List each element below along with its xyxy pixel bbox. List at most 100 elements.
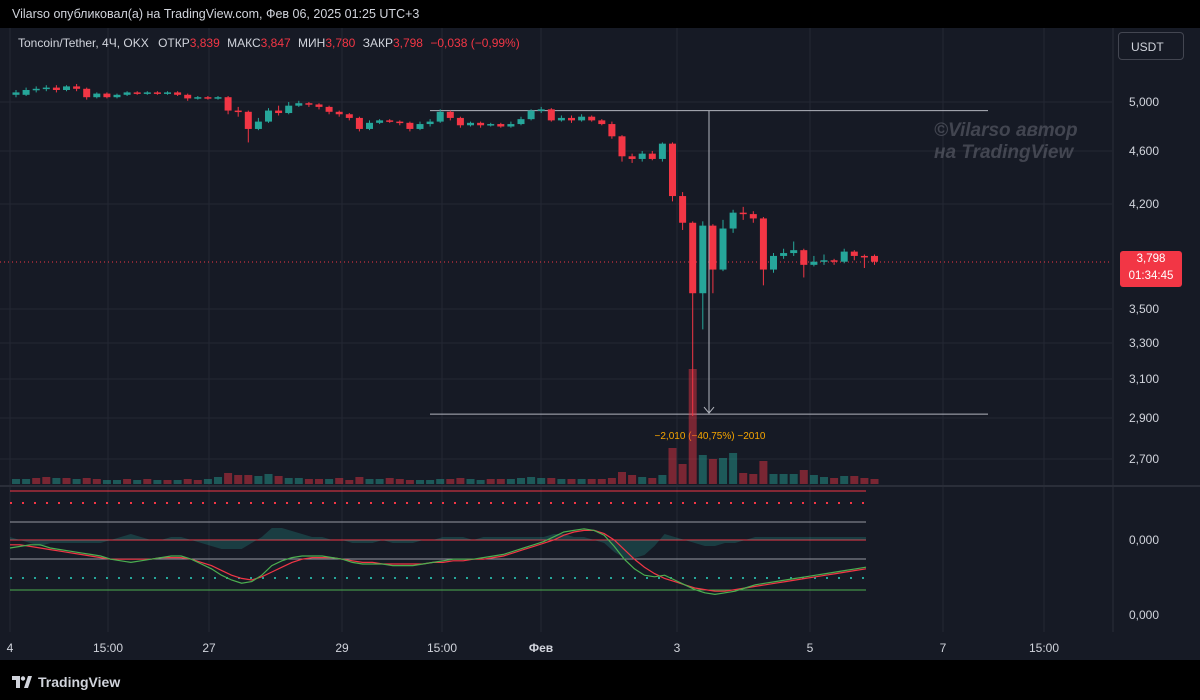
candle-body xyxy=(497,124,505,127)
volume-bar xyxy=(587,479,596,484)
volume-bar xyxy=(102,480,111,484)
chart-area[interactable]: −2,010 (−40,75%) −2010 5,000 4,600 4,200 3,… xyxy=(0,28,1200,660)
brand-name: TradingView xyxy=(38,674,121,690)
candle-body xyxy=(265,110,272,122)
volume-bar xyxy=(183,479,192,484)
candle-body xyxy=(699,225,707,294)
osc-zero-label: 0,000 xyxy=(1129,533,1159,547)
x-tick-label: Фев xyxy=(529,641,553,655)
candle-body xyxy=(73,86,81,89)
volume-bar xyxy=(658,475,667,484)
candle-body xyxy=(446,111,454,118)
price-chart[interactable]: −2,010 (−40,75%) −2010 5,000 4,600 4,200 3,… xyxy=(0,28,1200,660)
candle-body xyxy=(335,111,343,115)
symbol-name: Toncoin/Tether, 4Ч, OKX xyxy=(18,36,149,50)
candle-body xyxy=(557,117,565,121)
candle-body xyxy=(426,121,434,125)
candle-body xyxy=(113,94,121,98)
measure-label: −2,010 (−40,75%) −2010 xyxy=(655,431,766,442)
x-tick-label: 27 xyxy=(202,641,216,655)
volume-bar xyxy=(92,479,101,484)
volume-bar xyxy=(405,480,414,484)
volume-bar xyxy=(22,479,31,484)
volume-bar xyxy=(375,479,384,484)
volume-bar xyxy=(456,478,465,484)
volume-bar xyxy=(264,474,273,484)
volume-bar xyxy=(547,478,556,484)
candle-body xyxy=(537,109,545,111)
volume-bar xyxy=(143,479,152,484)
volume-bar xyxy=(284,478,293,484)
volume-bar xyxy=(52,478,61,484)
y-tick-label: 2,700 xyxy=(1129,452,1159,466)
volume-bar xyxy=(486,479,495,484)
candle-body xyxy=(588,116,596,121)
volume-bar xyxy=(355,477,364,484)
author-watermark: ©Vilarso автор на TradingView xyxy=(934,120,1078,164)
x-tick-label: 7 xyxy=(940,641,947,655)
volume-bar xyxy=(203,479,212,484)
tradingview-icon xyxy=(12,676,32,688)
candle-body xyxy=(860,255,868,258)
volume-bar xyxy=(345,480,354,484)
volume-bar xyxy=(133,480,142,484)
volume-bar xyxy=(476,480,485,484)
volume-bar xyxy=(72,479,81,484)
volume-bar xyxy=(820,477,828,484)
candle-body xyxy=(416,124,424,129)
volume-bar xyxy=(32,478,41,484)
candle-body xyxy=(618,136,626,157)
volume-bar xyxy=(517,478,525,484)
candle-body xyxy=(517,119,525,125)
measure-tool[interactable]: −2,010 (−40,75%) −2010 xyxy=(430,110,988,442)
published-line: Vilarso опубликовал(а) на TradingView.co… xyxy=(0,0,1200,28)
candle-body xyxy=(325,106,333,112)
candle-body xyxy=(669,143,676,197)
candle-body xyxy=(810,261,818,265)
x-tick-label: 15:00 xyxy=(1029,641,1059,655)
volume-bar xyxy=(830,478,839,484)
candle-body xyxy=(800,250,808,265)
x-tick-label: 3 xyxy=(674,641,681,655)
volume-bar xyxy=(244,475,253,484)
candle-body xyxy=(830,260,838,262)
candle-body xyxy=(204,97,212,99)
volume-bar xyxy=(668,448,677,484)
volume-bar xyxy=(537,478,546,484)
watermark-line1: ©Vilarso автор xyxy=(934,120,1078,141)
candle-body xyxy=(103,93,111,98)
candle-body xyxy=(456,117,464,126)
y-tick-label: 3,300 xyxy=(1129,336,1159,350)
currency-button[interactable]: USDT xyxy=(1118,32,1184,60)
volume-bar xyxy=(113,480,121,484)
y-tick-label: 2,900 xyxy=(1129,411,1159,425)
candle-body xyxy=(305,103,313,105)
oscillator-pane xyxy=(9,490,867,596)
volume-bar xyxy=(638,477,647,484)
candle-body xyxy=(214,97,222,99)
candle-body xyxy=(780,253,788,256)
candle-body xyxy=(477,122,485,126)
volume-bar xyxy=(123,479,132,484)
volume-bar xyxy=(234,475,243,484)
candle-body xyxy=(436,111,444,122)
volume-bar xyxy=(12,479,20,484)
volume-bar xyxy=(678,464,687,484)
candle-body xyxy=(174,92,182,95)
candle-body xyxy=(598,120,606,125)
candle-body xyxy=(487,124,495,126)
volume-bar xyxy=(173,480,182,484)
candle-body xyxy=(759,218,767,270)
volume-bar xyxy=(557,479,566,484)
candle-body xyxy=(123,92,131,95)
axes: 5,000 4,600 4,200 3,500 3,300 3,100 2,900 2,700… xyxy=(7,95,1160,655)
candle-body xyxy=(184,94,192,99)
candles[interactable] xyxy=(12,84,879,417)
y-tick-label: 3,500 xyxy=(1129,302,1159,316)
candle-body xyxy=(153,92,161,94)
close-value: 3,798 xyxy=(392,36,423,50)
candle-body xyxy=(32,88,40,91)
candle-body xyxy=(578,116,586,121)
tradingview-logo[interactable]: TradingView xyxy=(12,674,120,690)
volume-bar xyxy=(769,474,778,484)
